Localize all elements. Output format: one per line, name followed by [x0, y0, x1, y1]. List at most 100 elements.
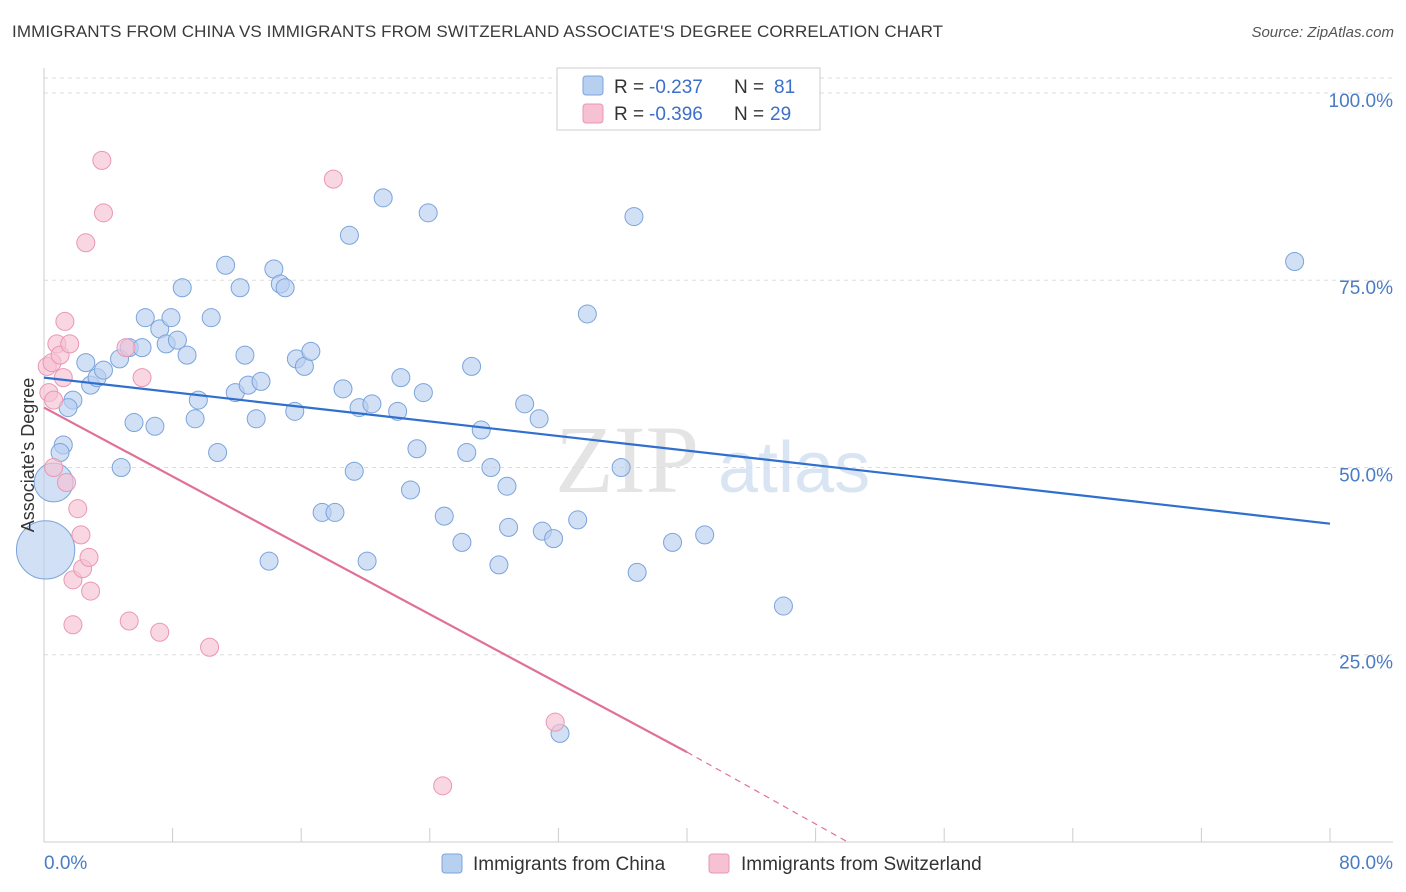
- swiss-point: [93, 203, 113, 223]
- grid-lines: [44, 77, 1393, 656]
- china-point: [577, 304, 597, 324]
- china-point: [544, 529, 564, 549]
- swiss-point: [68, 499, 88, 519]
- source-credit: Source: ZipAtlas.com: [1251, 24, 1394, 41]
- china-point: [301, 341, 321, 361]
- china-point: [235, 345, 255, 365]
- china-point: [325, 502, 345, 522]
- china-point: [663, 532, 683, 552]
- swiss-point: [116, 338, 136, 358]
- swiss-point: [119, 611, 139, 631]
- series-legend-swatch-china: [441, 853, 463, 874]
- swiss-point: [200, 637, 220, 657]
- swiss-point: [55, 311, 75, 331]
- china-point: [259, 551, 279, 571]
- china-point: [135, 308, 155, 328]
- china-point: [230, 278, 250, 298]
- china-points: [15, 188, 1305, 743]
- china-point: [15, 520, 76, 580]
- y-tick-label: 50.0%: [1339, 465, 1393, 486]
- china-point: [124, 413, 144, 433]
- chart-title: IMMIGRANTS FROM CHINA VS IMMIGRANTS FROM…: [12, 22, 944, 41]
- china-trend-line: [43, 376, 1331, 525]
- china-point: [339, 225, 359, 245]
- swiss-point: [132, 368, 152, 388]
- china-point: [452, 532, 472, 552]
- legend-r-value-china: -0.237: [649, 77, 703, 98]
- y-tick-label: 25.0%: [1339, 653, 1393, 674]
- china-point: [373, 188, 393, 208]
- swiss-trend-line: [43, 406, 688, 754]
- china-point: [624, 207, 644, 227]
- china-point: [344, 461, 364, 481]
- legend-swatch-swiss: [582, 103, 604, 124]
- legend-n-value-swiss: 29: [770, 104, 791, 125]
- china-point: [216, 255, 236, 275]
- swiss-point: [44, 457, 64, 477]
- china-point: [489, 555, 509, 575]
- china-point: [333, 379, 353, 399]
- china-point: [497, 476, 517, 496]
- series-legend: Immigrants from China Immigrants from Sw…: [441, 853, 982, 875]
- swiss-point: [545, 712, 565, 732]
- swiss-trend-line-extension: [686, 751, 849, 843]
- legend-r-label-swiss: R =: [614, 104, 644, 125]
- axes: 25.0% 50.0% 75.0% 100.0%: [43, 68, 1394, 843]
- china-point: [145, 416, 165, 436]
- legend-swatch-china: [582, 75, 604, 96]
- swiss-point: [81, 581, 101, 601]
- china-point: [481, 457, 501, 477]
- china-point: [251, 371, 271, 391]
- y-tick-label: 100.0%: [1329, 91, 1394, 112]
- swiss-point: [92, 150, 112, 170]
- china-point: [462, 356, 482, 376]
- swiss-point: [79, 547, 99, 567]
- watermark-zip: ZIP: [555, 406, 699, 513]
- china-point: [172, 278, 192, 298]
- china-point: [471, 420, 491, 440]
- china-point: [76, 353, 96, 373]
- swiss-point: [63, 615, 83, 635]
- china-point: [208, 443, 228, 463]
- swiss-point: [71, 525, 91, 545]
- china-point: [275, 278, 295, 298]
- china-point: [246, 409, 266, 429]
- china-point: [362, 394, 382, 414]
- legend-r-value-swiss: -0.396: [649, 104, 703, 125]
- china-point: [627, 562, 647, 582]
- china-point: [434, 506, 454, 526]
- china-point: [499, 517, 519, 537]
- swiss-point: [150, 622, 170, 642]
- x-tick-label-min: 0.0%: [44, 853, 87, 874]
- china-point: [132, 338, 152, 358]
- china-point: [185, 409, 205, 429]
- swiss-point: [323, 169, 343, 189]
- china-point: [773, 596, 793, 616]
- y-tick-label: 75.0%: [1339, 278, 1393, 299]
- series-legend-label-swiss: Immigrants from Switzerland: [741, 854, 982, 875]
- legend-n-label-china: N =: [734, 77, 764, 98]
- china-point: [93, 360, 113, 380]
- china-point: [1285, 252, 1305, 272]
- china-point: [167, 330, 187, 350]
- swiss-point: [433, 776, 453, 796]
- china-point: [457, 443, 477, 463]
- china-point: [695, 525, 715, 545]
- china-point: [401, 480, 421, 500]
- china-point: [388, 401, 408, 421]
- legend-n-label-swiss: N =: [734, 104, 764, 125]
- china-point: [357, 551, 377, 571]
- swiss-point: [53, 368, 73, 388]
- correlation-legend: R = -0.237 N = 81 R = -0.396 N = 29: [556, 67, 821, 131]
- swiss-point: [44, 390, 64, 410]
- series-legend-swatch-swiss: [708, 853, 730, 874]
- china-point: [413, 383, 433, 403]
- china-point: [177, 345, 197, 365]
- china-point: [407, 439, 427, 459]
- china-point: [111, 457, 131, 477]
- y-axis-label: Associate's Degree: [18, 378, 38, 533]
- legend-n-value-china: 81: [774, 77, 795, 98]
- china-point: [515, 394, 535, 414]
- swiss-point: [57, 472, 77, 492]
